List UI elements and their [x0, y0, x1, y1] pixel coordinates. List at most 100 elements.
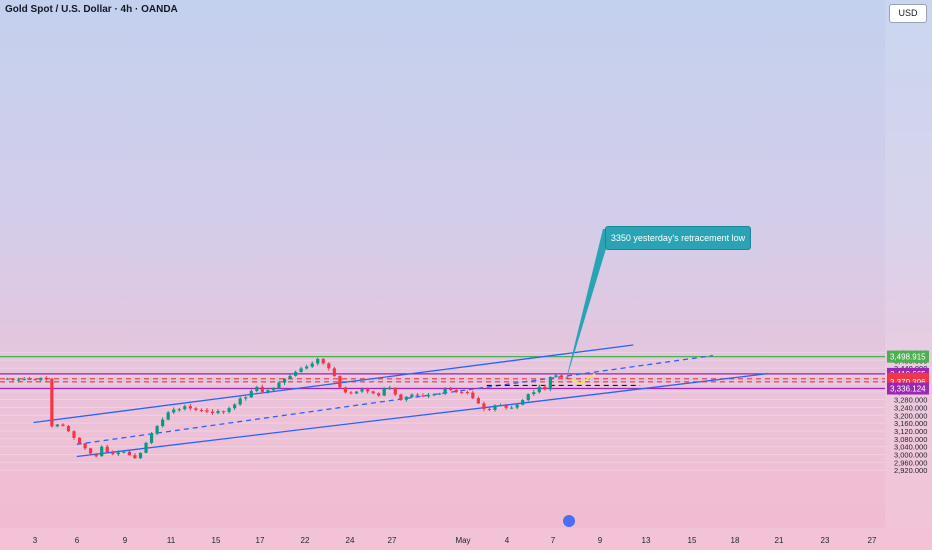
price-label: 3,370.396 [890, 378, 926, 387]
candle-body [188, 406, 192, 409]
price-label: 3,336.124 [890, 385, 926, 394]
price-label-bg [887, 350, 929, 363]
candle-body [77, 437, 82, 444]
candle-body [94, 453, 98, 457]
candle-body [437, 393, 442, 395]
candle-body [476, 398, 480, 404]
candle-body [221, 411, 226, 413]
x-tick-label: May [455, 536, 470, 545]
candle-body [432, 394, 436, 396]
x-tick-label: 18 [731, 536, 740, 545]
price-label-bg [887, 382, 929, 395]
x-tick-label: 9 [123, 536, 128, 545]
x-tick-label: 7 [551, 536, 556, 545]
candle-body [460, 392, 464, 394]
levels-layer [0, 355, 885, 390]
candle-body [377, 393, 381, 396]
grid-layer [0, 351, 885, 471]
candle-body [249, 391, 253, 398]
candle-body [388, 387, 392, 389]
candle-body [526, 394, 530, 401]
logo-icon [563, 515, 575, 527]
candle-body [399, 394, 403, 400]
candle-body [293, 371, 298, 376]
candle-body [277, 382, 281, 388]
candle-body [354, 391, 359, 394]
candle-body [172, 409, 176, 413]
y-tick-label: 3,080.000 [894, 435, 927, 444]
candle-body [465, 392, 469, 394]
x-tick-label: 27 [388, 536, 397, 545]
candle-body [28, 378, 32, 380]
candle-body [50, 378, 54, 427]
candle-body [244, 397, 248, 399]
candle-body [144, 442, 148, 453]
candle-body [382, 387, 386, 396]
candle-body [39, 377, 43, 381]
candle-body [227, 408, 231, 412]
channel-upper-line [33, 344, 634, 424]
candle-body [305, 366, 309, 369]
candle-body [183, 406, 187, 410]
candle-body [321, 358, 325, 364]
candle-body [100, 446, 104, 457]
candle-body [521, 400, 525, 405]
candle-body [548, 376, 552, 390]
x-tick-label: 24 [346, 536, 355, 545]
candle-body [360, 389, 364, 392]
candle-body [288, 375, 292, 379]
candle-body [66, 426, 71, 432]
x-tick-label: 3 [33, 536, 38, 545]
candle-body [310, 363, 314, 367]
candle-body [343, 387, 348, 393]
candle-body [22, 379, 26, 381]
candle-body [72, 431, 76, 438]
currency-button[interactable]: USD [889, 4, 927, 23]
x-tick-label: 21 [775, 536, 784, 545]
time-axis-bg [0, 528, 885, 550]
candle-body [11, 378, 15, 381]
candle-body [471, 392, 475, 399]
y-tick-label: 3,160.000 [894, 419, 927, 428]
candle-body [282, 378, 287, 383]
candle-body [454, 389, 458, 393]
y-tick-label: 3,000.000 [894, 451, 927, 460]
x-tick-label: 23 [821, 536, 830, 545]
candle-body [271, 387, 276, 391]
x-tick-label: 6 [75, 536, 80, 545]
candle-body [177, 409, 181, 411]
candle-body [5, 378, 10, 380]
candle-body [349, 392, 353, 394]
candle-body [260, 386, 264, 392]
candle-body [504, 405, 508, 408]
candle-body [338, 376, 342, 388]
projection-arrow [570, 373, 596, 385]
candle-body [510, 407, 514, 409]
candle-body [421, 395, 425, 397]
candle-body [316, 358, 320, 364]
candle-body [127, 451, 132, 456]
candle-body [332, 368, 336, 377]
candle-body [559, 375, 564, 378]
time-axis: 3 6 9 11 15 17 22 24 27 May 4 7 9 13 15 18 21 23 27 [0, 515, 885, 550]
channel-layer [33, 344, 769, 458]
x-tick-label: 15 [212, 536, 221, 545]
candle-body [266, 390, 270, 392]
x-tick-label: 22 [301, 536, 310, 545]
candle-body [166, 412, 170, 420]
candle-body [138, 452, 143, 459]
candles-layer [5, 357, 569, 459]
channel-lower-line [76, 372, 769, 458]
y-tick-label: 3,240.000 [894, 403, 927, 412]
x-tick-label: 17 [256, 536, 265, 545]
candle-body [537, 386, 541, 393]
x-tick-label: 4 [505, 536, 510, 545]
projection-arrow-head [589, 375, 597, 376]
price-axis-bg [885, 0, 932, 550]
candle-body [83, 443, 87, 449]
y-tick-label: 2,960.000 [894, 458, 927, 467]
candle-body [238, 398, 242, 405]
candle-body [133, 455, 137, 459]
